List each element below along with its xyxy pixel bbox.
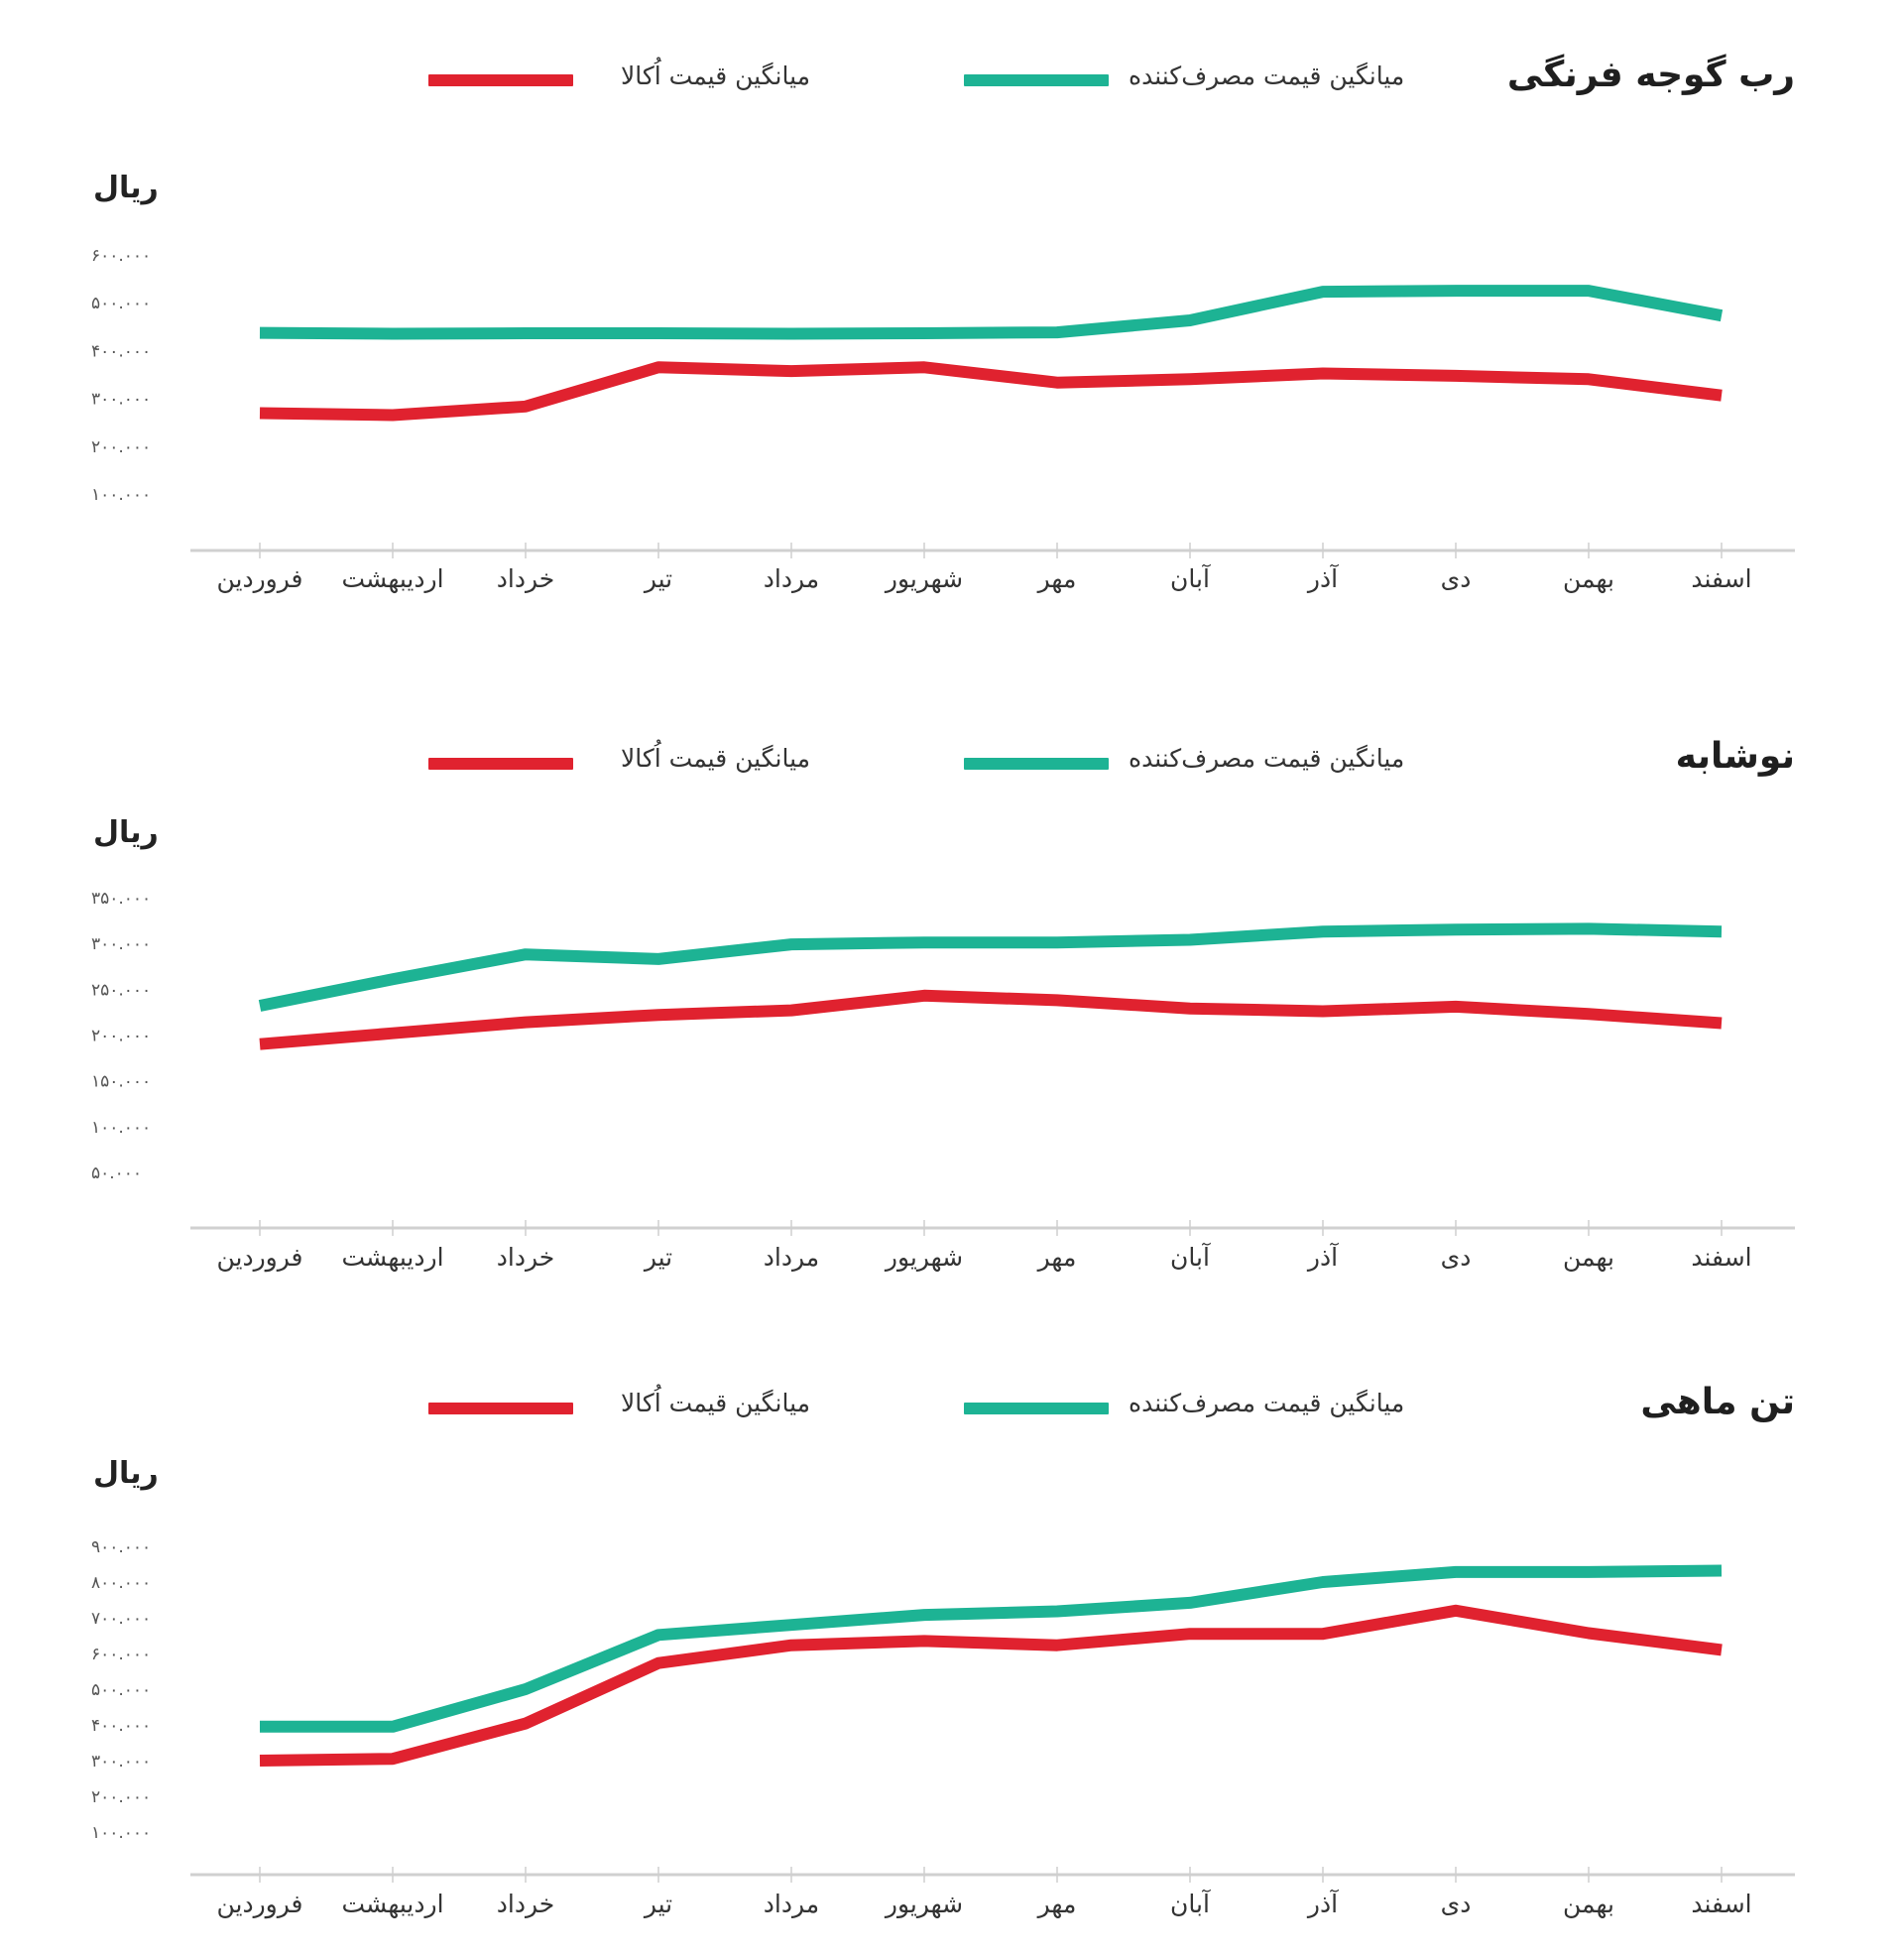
y-tick-label: ۲۰۰.۰۰۰ <box>91 1027 151 1046</box>
x-tick-label: اسفند <box>1691 564 1751 593</box>
y-tick-label: ۸۰۰.۰۰۰ <box>91 1573 151 1593</box>
line-chart-plot: ۶۰۰.۰۰۰ ۵۰۰.۰۰۰ ۴۰۰.۰۰۰ ۳۰۰.۰۰۰ ۲۰۰.۰۰۰ ۱۰۰.۰… <box>91 246 1795 594</box>
y-axis-unit: ریال <box>93 1456 159 1491</box>
legend-consumer-label: میانگین قیمت مصرف‌کننده <box>1129 744 1405 773</box>
akala-price-line <box>259 1604 1723 1767</box>
x-tick-label: تیر <box>643 564 672 593</box>
x-tick-label: اسفند <box>1691 1243 1751 1272</box>
x-tick-label: دی <box>1441 1243 1472 1272</box>
y-tick-label: ۱۰۰.۰۰۰ <box>91 485 151 505</box>
x-tick-label: آذر <box>1306 1889 1339 1918</box>
legend-akala-swatch <box>428 74 573 86</box>
x-tick-label: دی <box>1441 564 1472 593</box>
consumer-price-line <box>258 922 1723 1012</box>
x-tick-label: فروردین <box>216 1243 302 1273</box>
x-tick-label: دی <box>1441 1890 1472 1918</box>
y-tick-label: ۳۰۰.۰۰۰ <box>91 1752 151 1772</box>
x-tick-label: فروردین <box>216 1890 302 1919</box>
x-tick-label: مهر <box>1036 1890 1077 1919</box>
chart-title: رب گوجه فرنگی <box>1506 55 1795 95</box>
x-tick-label: اردیبهشت <box>341 564 443 594</box>
y-tick-label: ۳۵۰.۰۰۰ <box>91 889 151 909</box>
y-axis-unit: ریال <box>93 171 159 205</box>
x-tick-label: مهر <box>1036 564 1077 594</box>
y-tick-label: ۴۰۰.۰۰۰ <box>91 1716 151 1736</box>
x-tick-label: مرداد <box>764 564 819 593</box>
y-tick-label: ۱۰۰.۰۰۰ <box>91 1118 151 1138</box>
x-tick-label: اردیبهشت <box>341 1890 443 1919</box>
y-tick-label: ۵۰۰.۰۰۰ <box>91 1680 151 1700</box>
x-tick-label: تیر <box>643 1890 672 1918</box>
y-tick-label: ۳۰۰.۰۰۰ <box>91 390 151 410</box>
x-tick-label: تیر <box>643 1243 672 1272</box>
x-tick-label: شهریور <box>884 1243 963 1273</box>
legend-akala-swatch <box>428 1403 573 1414</box>
x-tick-label: بهمن <box>1563 564 1614 594</box>
x-tick-label: اسفند <box>1691 1890 1751 1918</box>
y-tick-label: ۶۰۰.۰۰۰ <box>91 1645 151 1664</box>
legend-consumer-swatch <box>964 74 1109 86</box>
chart-panel-soft-drink: نوشابه میانگین قیمت مصرف‌کننده میانگین ق… <box>91 736 1795 1273</box>
chart-panel-tomato-paste: رب گوجه فرنگی میانگین قیمت مصرف‌کننده می… <box>0 0 1904 635</box>
x-tick-label: اردیبهشت <box>341 1243 443 1273</box>
y-tick-label: ۴۰۰.۰۰۰ <box>91 341 151 361</box>
legend-akala-label: میانگین قیمت اُکالا <box>621 61 811 90</box>
y-tick-label: ۵۰۰.۰۰۰ <box>91 294 151 313</box>
y-tick-label: ۲۵۰.۰۰۰ <box>91 980 151 1000</box>
y-tick-label: ۵۰.۰۰۰ <box>91 1163 142 1183</box>
y-tick-label: ۶۰۰.۰۰۰ <box>91 246 151 266</box>
y-tick-label: ۱۰۰.۰۰۰ <box>91 1823 151 1843</box>
x-tick-label: مرداد <box>764 1890 819 1918</box>
y-tick-label: ۲۰۰.۰۰۰ <box>91 1787 151 1807</box>
chart-title: نوشابه <box>1675 736 1795 777</box>
x-tick-label: شهریور <box>884 564 963 594</box>
consumer-price-line <box>259 285 1724 340</box>
consumer-price-line <box>260 1564 1723 1733</box>
legend-akala-swatch <box>428 758 573 770</box>
legend-consumer-label: میانگین قیمت مصرف‌کننده <box>1129 1389 1405 1417</box>
line-chart-plot: ۳۵۰.۰۰۰ ۳۰۰.۰۰۰ ۲۵۰.۰۰۰ ۲۰۰.۰۰۰ ۱۵۰.۰۰۰ ۱۰۰.۰… <box>91 889 1795 1273</box>
y-tick-label: ۹۰۰.۰۰۰ <box>91 1537 151 1557</box>
chart-title: تن ماهی <box>1640 1382 1795 1422</box>
x-tick-label: بهمن <box>1563 1890 1614 1919</box>
x-tick-label: آبان <box>1170 1242 1211 1272</box>
x-tick-label: خرداد <box>497 1890 554 1918</box>
x-tick-label: خرداد <box>497 1243 554 1272</box>
y-tick-label: ۷۰۰.۰۰۰ <box>91 1609 151 1629</box>
x-tick-label: بهمن <box>1563 1243 1614 1273</box>
y-tick-label: ۳۰۰.۰۰۰ <box>91 934 151 954</box>
legend-consumer-swatch <box>964 1403 1109 1414</box>
legend-akala-label: میانگین قیمت اُکالا <box>621 1389 811 1417</box>
x-tick-label: خرداد <box>497 564 554 593</box>
x-tick-label: آبان <box>1170 1889 1211 1918</box>
x-tick-label: مرداد <box>764 1243 819 1272</box>
x-tick-label: فروردین <box>216 564 302 594</box>
x-tick-label: آذر <box>1306 563 1339 593</box>
legend-consumer-label: میانگین قیمت مصرف‌کننده <box>1129 61 1405 90</box>
akala-price-line <box>259 989 1723 1050</box>
legend-akala-label: میانگین قیمت اُکالا <box>621 744 811 773</box>
x-tick-label: شهریور <box>884 1890 963 1919</box>
x-tick-label: مهر <box>1036 1243 1077 1273</box>
y-axis-unit: ریال <box>93 815 159 850</box>
x-tick-label: آبان <box>1170 563 1211 593</box>
y-tick-label: ۱۵۰.۰۰۰ <box>91 1072 151 1092</box>
akala-price-line <box>259 361 1723 422</box>
x-tick-label: آذر <box>1306 1242 1339 1272</box>
legend-consumer-swatch <box>964 758 1109 770</box>
y-tick-label: ۲۰۰.۰۰۰ <box>91 437 151 457</box>
